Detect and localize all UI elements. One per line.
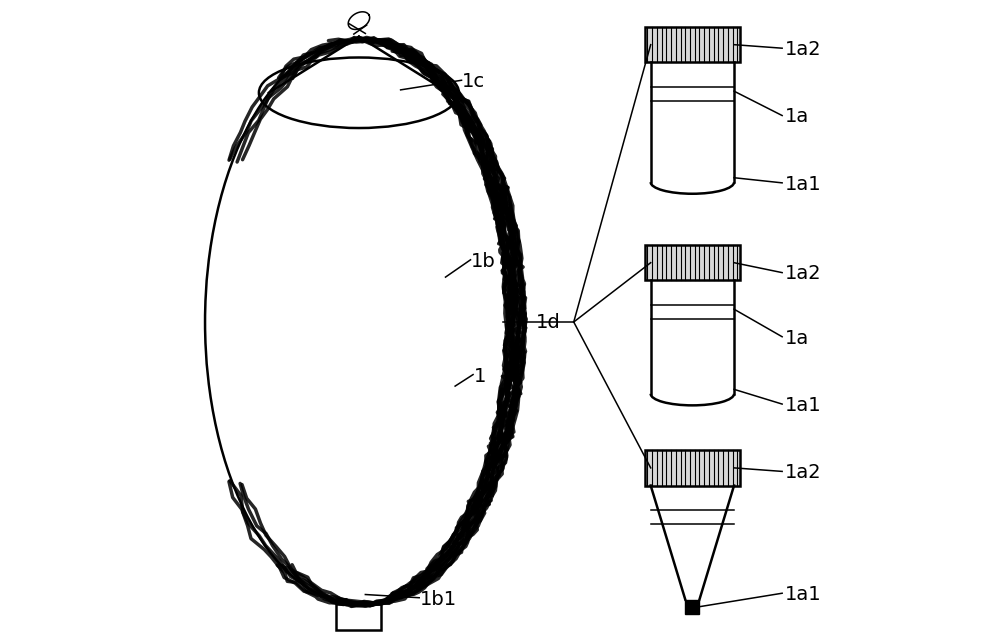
Text: 1b: 1b — [471, 252, 496, 270]
Text: 1b1: 1b1 — [420, 589, 457, 609]
Bar — [685, 600, 699, 614]
Text: 1a2: 1a2 — [785, 40, 822, 59]
Text: 1a1: 1a1 — [785, 396, 822, 415]
Text: 1a: 1a — [785, 328, 810, 348]
Text: 1: 1 — [474, 367, 487, 386]
Text: 1a1: 1a1 — [785, 585, 822, 604]
Text: 1a1: 1a1 — [785, 175, 822, 194]
Text: 1d: 1d — [536, 312, 561, 332]
Text: 1c: 1c — [462, 72, 485, 91]
Text: 1a2: 1a2 — [785, 265, 822, 283]
FancyBboxPatch shape — [645, 450, 740, 486]
FancyBboxPatch shape — [645, 245, 740, 280]
FancyBboxPatch shape — [645, 27, 740, 62]
Text: 1a: 1a — [785, 108, 810, 126]
Bar — [336, 604, 381, 630]
Text: 1a2: 1a2 — [785, 463, 822, 482]
